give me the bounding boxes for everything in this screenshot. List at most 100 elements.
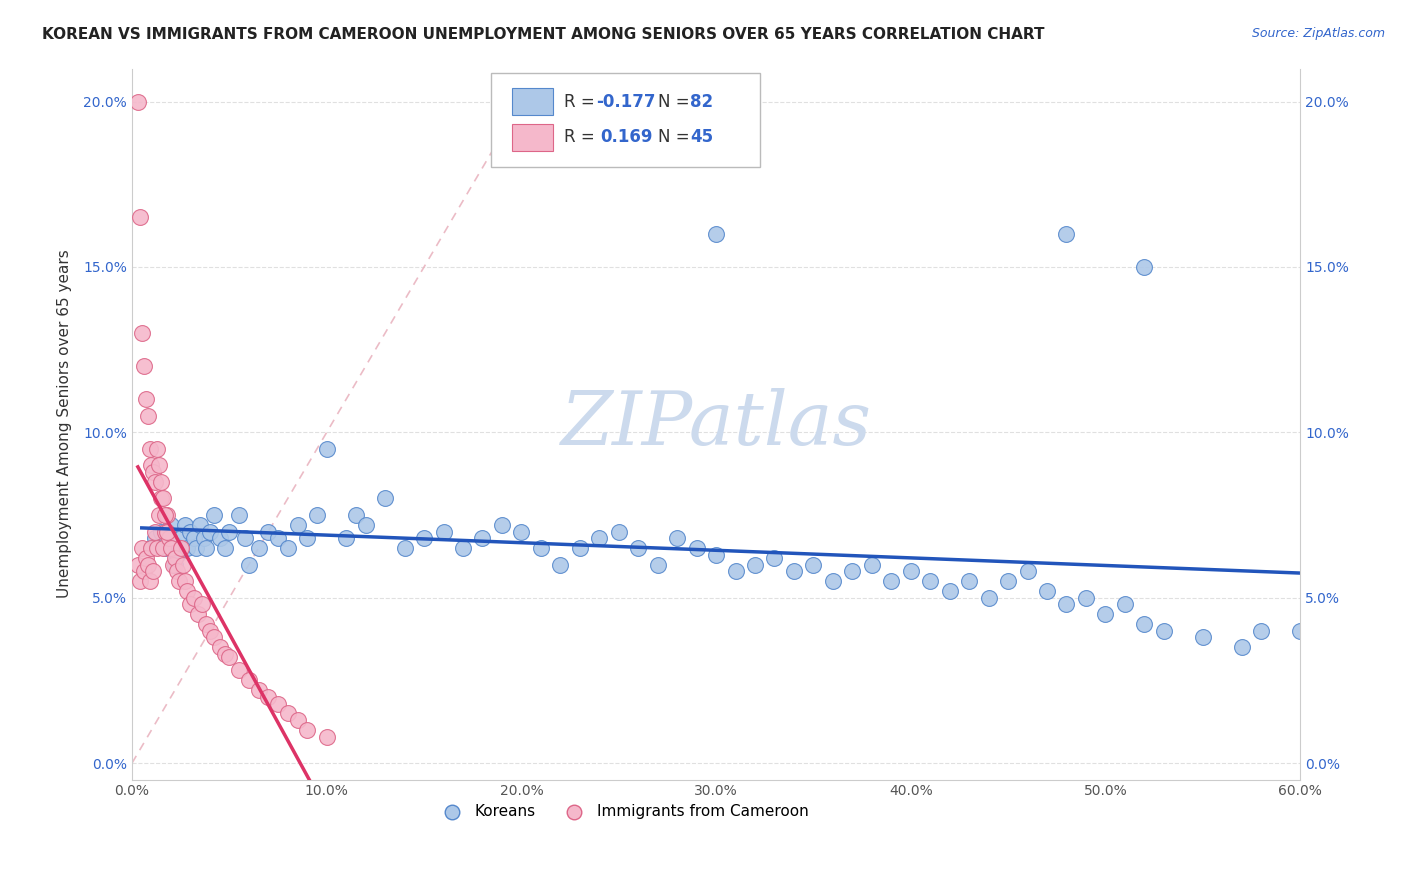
Point <box>156 524 179 539</box>
Point <box>704 548 727 562</box>
Point <box>128 574 150 589</box>
Point <box>135 392 157 407</box>
Point <box>142 465 165 479</box>
Text: 0.169: 0.169 <box>600 128 652 146</box>
Text: 82: 82 <box>690 93 713 111</box>
Point <box>141 458 163 473</box>
Point <box>153 508 176 522</box>
Point <box>305 508 328 522</box>
Point <box>214 647 236 661</box>
Point <box>627 541 650 555</box>
Point <box>145 531 167 545</box>
Point <box>724 564 747 578</box>
Text: N =: N = <box>658 128 695 146</box>
Point <box>218 524 240 539</box>
Point <box>607 524 630 539</box>
Point <box>1153 624 1175 638</box>
Point <box>1289 624 1312 638</box>
Point <box>152 491 174 506</box>
Point <box>920 574 942 589</box>
Point <box>172 558 194 572</box>
Point <box>297 531 319 545</box>
Point <box>150 475 173 489</box>
Point <box>685 541 707 555</box>
Point <box>1114 597 1136 611</box>
Point <box>146 541 169 555</box>
Point <box>176 541 198 555</box>
Point <box>173 517 195 532</box>
Text: N =: N = <box>658 93 695 111</box>
Point <box>186 541 208 555</box>
Point <box>214 541 236 555</box>
Point <box>880 574 903 589</box>
Point <box>156 508 179 522</box>
Point <box>315 730 337 744</box>
Point <box>413 531 436 545</box>
FancyBboxPatch shape <box>512 124 553 151</box>
Point <box>160 541 183 555</box>
Point <box>287 517 309 532</box>
Point <box>198 624 221 638</box>
Point <box>131 541 153 555</box>
Point <box>179 524 201 539</box>
Point <box>228 664 250 678</box>
Point <box>157 531 180 545</box>
Point <box>131 326 153 340</box>
Point <box>267 531 290 545</box>
Point <box>128 211 150 225</box>
Point <box>153 541 176 555</box>
Point <box>173 574 195 589</box>
Point <box>803 558 825 572</box>
Text: -0.177: -0.177 <box>596 93 655 111</box>
Point <box>193 531 215 545</box>
Point <box>176 584 198 599</box>
Point <box>530 541 553 555</box>
Point <box>335 531 357 545</box>
Point <box>471 531 494 545</box>
Point <box>238 558 260 572</box>
Point <box>148 458 170 473</box>
Point <box>152 541 174 555</box>
Point <box>132 564 155 578</box>
Point <box>510 524 533 539</box>
FancyBboxPatch shape <box>491 73 761 167</box>
Point <box>297 723 319 737</box>
Point <box>1017 564 1039 578</box>
Point <box>136 558 159 572</box>
Point <box>228 508 250 522</box>
Point <box>163 558 186 572</box>
Point <box>218 650 240 665</box>
Point <box>166 548 188 562</box>
Point <box>202 508 225 522</box>
Point <box>167 574 190 589</box>
Point <box>257 524 280 539</box>
Point <box>277 706 299 721</box>
Point <box>1250 624 1272 638</box>
Point <box>841 564 863 578</box>
Point <box>1056 227 1078 241</box>
Point <box>127 95 149 109</box>
Point <box>860 558 883 572</box>
Text: KOREAN VS IMMIGRANTS FROM CAMEROON UNEMPLOYMENT AMONG SENIORS OVER 65 YEARS CORR: KOREAN VS IMMIGRANTS FROM CAMEROON UNEMP… <box>42 27 1045 42</box>
Point <box>142 564 165 578</box>
Point <box>763 551 786 566</box>
Point <box>141 541 163 555</box>
Point <box>135 551 157 566</box>
Point <box>666 531 689 545</box>
Point <box>195 541 218 555</box>
Point <box>267 697 290 711</box>
Point <box>183 591 205 605</box>
Point <box>315 442 337 456</box>
Point <box>491 517 513 532</box>
Point <box>148 508 170 522</box>
Point <box>704 227 727 241</box>
Point <box>170 531 193 545</box>
Point <box>957 574 980 589</box>
Point <box>257 690 280 704</box>
Point <box>170 541 193 555</box>
Point <box>344 508 367 522</box>
Text: R =: R = <box>564 128 600 146</box>
Point <box>141 541 163 555</box>
Point <box>183 531 205 545</box>
Point <box>146 442 169 456</box>
